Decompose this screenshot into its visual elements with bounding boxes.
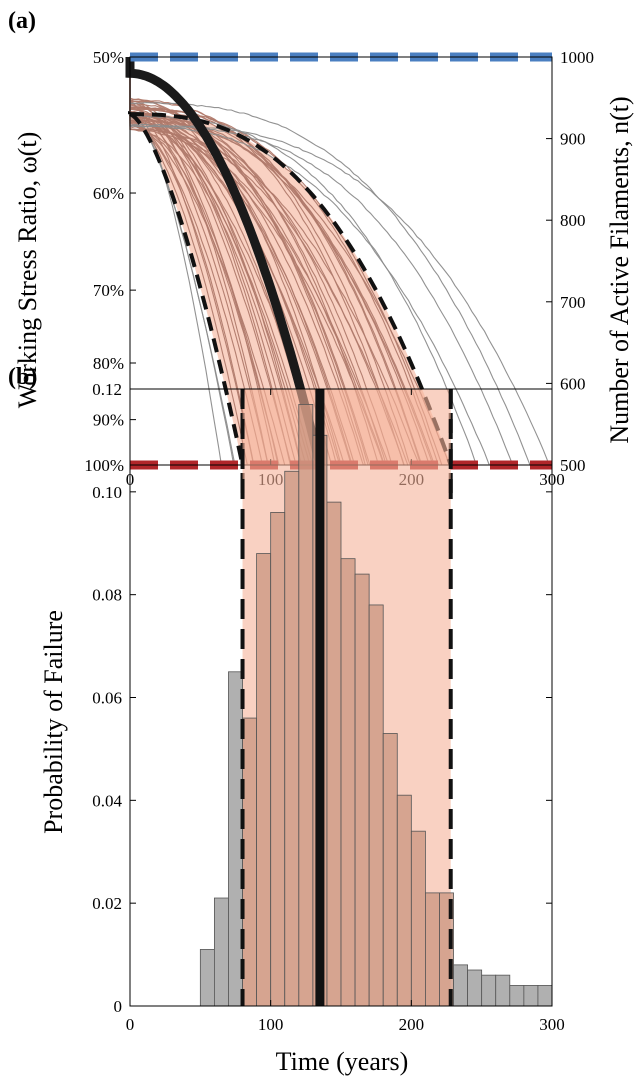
b-histogram-bar <box>284 470 300 1007</box>
b-histogram-bar <box>509 985 525 1007</box>
panel-b: (b) 0 100 200 30000.020.040.060.080.100.12 … <box>8 364 565 1076</box>
a-sample-path <box>129 57 434 466</box>
b-x-axis-label: Time (years) <box>276 1047 409 1076</box>
b-histogram-bar <box>424 892 440 1007</box>
a-sample-path <box>129 57 286 466</box>
b-histogram-bar <box>481 974 497 1007</box>
b-histogram-bar <box>354 573 370 1007</box>
panel-a: (a) 0100200300500600700800900100050%60%7… <box>8 8 634 489</box>
b-x-tick-label: 0 <box>126 1015 135 1034</box>
b-ticks: 0 100 200 300 0 0.02 0.04 0.06 0.08 0.10 0.12 <box>92 380 565 1034</box>
a-right-axis-label: Number of Active Filaments, n(t) <box>605 96 634 443</box>
b-histogram-bar <box>453 964 468 1007</box>
a-right-tick-label: 1000 <box>560 48 594 67</box>
a-right-tick-label: 700 <box>560 293 586 312</box>
b-x-tick-label: 200 <box>399 1015 425 1034</box>
panel-a-label: (a) <box>8 8 36 34</box>
a-sample-path <box>129 57 302 465</box>
a-sample-path <box>129 57 450 466</box>
a-mean-curve-layer <box>125 57 325 467</box>
a-sample-path <box>129 57 387 466</box>
b-histogram-bar <box>213 897 229 1007</box>
b-histogram-bar <box>537 985 553 1007</box>
a-sample-path <box>129 57 431 466</box>
a-left-tick-label: 80% <box>93 354 124 373</box>
b-y-axis-label: Probability of Failure <box>39 610 68 834</box>
a-mean-curve <box>125 57 325 467</box>
panel-b-label: (b) <box>8 364 37 390</box>
b-histogram-bar <box>368 604 384 1007</box>
a-right-tick-label: 800 <box>560 211 586 230</box>
a-envelope-curves <box>128 110 453 466</box>
b-histogram-bar <box>523 985 539 1007</box>
a-sample-path <box>129 57 490 465</box>
b-histogram-bar <box>326 501 342 1007</box>
b-y-tick-label: 0.12 <box>92 380 122 399</box>
b-histogram-bar <box>382 733 398 1007</box>
a-left-tick-label: 50% <box>93 48 124 67</box>
b-histogram-bar <box>340 558 356 1007</box>
a-sample-path <box>129 57 314 465</box>
b-y-tick-label: 0.06 <box>92 689 122 708</box>
b-histogram-bar <box>256 553 272 1007</box>
a-left-tick-label: 90% <box>93 411 124 430</box>
b-histogram-bar <box>270 512 286 1007</box>
b-marker-lines <box>240 389 453 1006</box>
b-y-tick-label: 0 <box>114 997 123 1016</box>
a-left-axis-label: Working Stress Ratio, ω(t) <box>13 132 42 408</box>
a-sample-path <box>129 57 531 466</box>
b-histogram-bar <box>467 969 483 1007</box>
b-x-tick-label: 300 <box>539 1015 565 1034</box>
a-right-tick-label: 500 <box>560 456 586 475</box>
b-histogram-bar <box>495 974 511 1007</box>
a-sample-paths <box>129 57 551 466</box>
a-left-tick-label: 70% <box>93 281 124 300</box>
a-sample-path <box>129 57 514 466</box>
b-y-tick-label: 0.04 <box>92 791 122 810</box>
b-histogram-bar <box>228 671 243 1007</box>
a-sample-path <box>129 57 423 465</box>
a-sample-path <box>129 57 420 466</box>
b-histogram-bar <box>396 794 412 1007</box>
b-histogram-bar <box>242 717 258 1007</box>
b-y-tick-label: 0.02 <box>92 894 122 913</box>
a-right-tick-label: 900 <box>560 130 586 149</box>
a-sample-path <box>129 57 353 465</box>
a-upper-envelope <box>128 112 453 466</box>
a-lower-envelope <box>128 110 245 466</box>
b-histogram-bar <box>410 830 426 1007</box>
a-sample-path <box>129 57 236 465</box>
a-left-tick-label: 60% <box>93 184 124 203</box>
b-histogram-bar <box>298 404 314 1007</box>
b-y-tick-label: 0.08 <box>92 586 122 605</box>
a-sample-path <box>129 57 385 465</box>
a-sample-path <box>129 57 279 465</box>
a-left-tick-label: 100% <box>84 456 124 475</box>
b-y-tick-label: 0.10 <box>92 483 122 502</box>
a-sample-path <box>129 57 297 465</box>
b-x-tick-label: 100 <box>258 1015 284 1034</box>
a-sample-path <box>129 57 269 466</box>
a-right-tick-label: 600 <box>560 374 586 393</box>
b-histogram-bar <box>199 949 215 1007</box>
